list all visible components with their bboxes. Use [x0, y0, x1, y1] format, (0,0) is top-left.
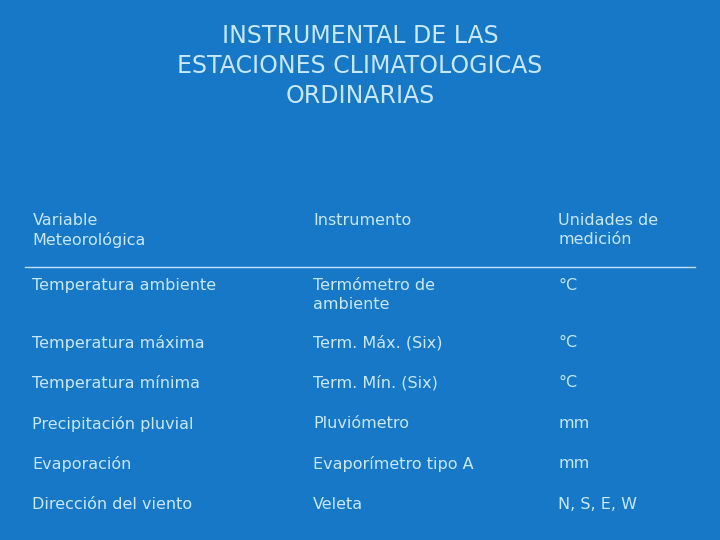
Text: mm: mm	[558, 416, 589, 431]
Text: Term. Mín. (Six): Term. Mín. (Six)	[313, 375, 438, 391]
Text: Precipitación pluvial: Precipitación pluvial	[32, 416, 194, 432]
Text: Dirección del viento: Dirección del viento	[32, 497, 192, 512]
Text: Instrumento: Instrumento	[313, 213, 411, 228]
Text: Evaporímetro tipo A: Evaporímetro tipo A	[313, 456, 474, 472]
Text: Temperatura mínima: Temperatura mínima	[32, 375, 200, 391]
Text: Termómetro de
ambiente: Termómetro de ambiente	[313, 278, 435, 312]
Text: Temperatura máxima: Temperatura máxima	[32, 335, 205, 351]
Text: Variable
Meteorológica: Variable Meteorológica	[32, 213, 145, 248]
Text: Term. Máx. (Six): Term. Máx. (Six)	[313, 335, 443, 350]
Text: Unidades de
medición: Unidades de medición	[558, 213, 658, 247]
Text: Pluviómetro: Pluviómetro	[313, 416, 409, 431]
Text: Veleta: Veleta	[313, 497, 364, 512]
Text: N, S, E, W: N, S, E, W	[558, 497, 637, 512]
Text: °C: °C	[558, 375, 577, 390]
Text: mm: mm	[558, 456, 589, 471]
Text: °C: °C	[558, 335, 577, 350]
Text: Temperatura ambiente: Temperatura ambiente	[32, 278, 217, 293]
Text: °C: °C	[558, 278, 577, 293]
Text: INSTRUMENTAL DE LAS
ESTACIONES CLIMATOLOGICAS
ORDINARIAS: INSTRUMENTAL DE LAS ESTACIONES CLIMATOLO…	[177, 24, 543, 107]
Text: Evaporación: Evaporación	[32, 456, 132, 472]
